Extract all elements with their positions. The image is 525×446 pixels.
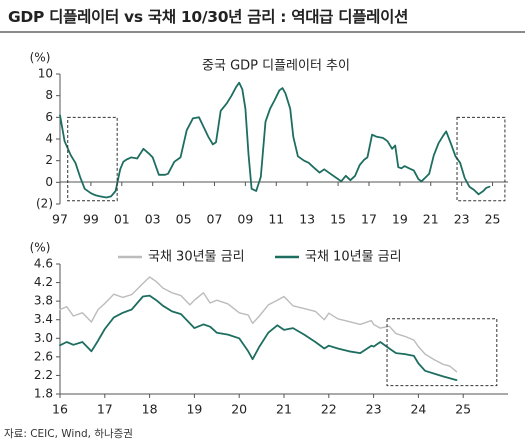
x-tick-label: 19 xyxy=(392,212,408,227)
x-tick-label: 23 xyxy=(454,212,470,227)
y-tick-label: 8 xyxy=(45,88,53,102)
series-line-국채-10년물-금리 xyxy=(59,294,458,381)
x-tick-label: 15 xyxy=(330,212,346,227)
x-tick-label: 25 xyxy=(485,212,501,227)
title-divider xyxy=(0,31,525,33)
legend-label: 국채 30년물 금리 xyxy=(148,250,245,265)
x-tick-label: 25 xyxy=(455,402,471,417)
x-tick-label: 16 xyxy=(52,402,68,417)
x-tick-label: 01 xyxy=(114,212,130,227)
highlight-box-1-2 xyxy=(456,116,506,202)
x-tick-label: 05 xyxy=(176,212,192,227)
x-tick-label: 21 xyxy=(276,402,292,417)
highlight-box-1-1 xyxy=(67,116,118,202)
series-line-chart1 xyxy=(59,81,491,199)
y-tick-label: 3.0 xyxy=(34,331,53,345)
legend-label: 국채 10년물 금리 xyxy=(305,250,402,265)
x-tick-label: 11 xyxy=(268,212,284,227)
y-tick-label: (2) xyxy=(36,197,53,211)
y-unit-label: (%) xyxy=(30,51,51,65)
x-tick-label: 07 xyxy=(207,212,223,227)
highlight-box-2-1 xyxy=(386,318,498,387)
source-note: 자료: CEIC, Wind, 하나증권 xyxy=(4,428,133,440)
x-tick-label: 18 xyxy=(142,402,158,417)
x-tick-label: 23 xyxy=(366,402,382,417)
y-tick-label: 0 xyxy=(45,175,53,189)
x-tick-label: 21 xyxy=(423,212,439,227)
y-tick-label: 10 xyxy=(38,67,53,81)
y-tick-label: 4.2 xyxy=(34,275,53,289)
chart-title: 중국 GDP 디플레이터 추이 xyxy=(202,59,350,74)
y-tick-label: 3.8 xyxy=(34,294,53,308)
x-tick-label: 17 xyxy=(361,212,377,227)
x-tick-label: 97 xyxy=(52,212,68,227)
y-tick-label: 2 xyxy=(45,153,53,167)
x-tick-label: 20 xyxy=(231,402,247,417)
y-tick-label: 2.6 xyxy=(34,349,53,363)
y-tick-label: 4.6 xyxy=(34,257,53,271)
x-tick-label: 13 xyxy=(299,212,315,227)
x-tick-label: 03 xyxy=(145,212,161,227)
x-tick-label: 99 xyxy=(83,212,99,227)
y-tick-label: 6 xyxy=(45,110,53,124)
x-tick-label: 24 xyxy=(410,402,426,417)
y-tick-label: 3.4 xyxy=(34,312,53,326)
x-tick-label: 09 xyxy=(237,212,253,227)
y-tick-label: 2.2 xyxy=(34,368,53,382)
y-tick-label: 4 xyxy=(45,132,53,146)
y-unit-label: (%) xyxy=(30,241,51,255)
x-tick-label: 17 xyxy=(97,402,113,417)
page-title: GDP 디플레이터 vs 국채 10/30년 금리 : 역대급 디플레이션 xyxy=(8,8,409,26)
series-line-국채-30년물-금리 xyxy=(59,276,458,373)
x-tick-label: 19 xyxy=(186,402,202,417)
y-tick-label: 1.8 xyxy=(34,387,53,401)
x-tick-label: 22 xyxy=(321,402,337,417)
